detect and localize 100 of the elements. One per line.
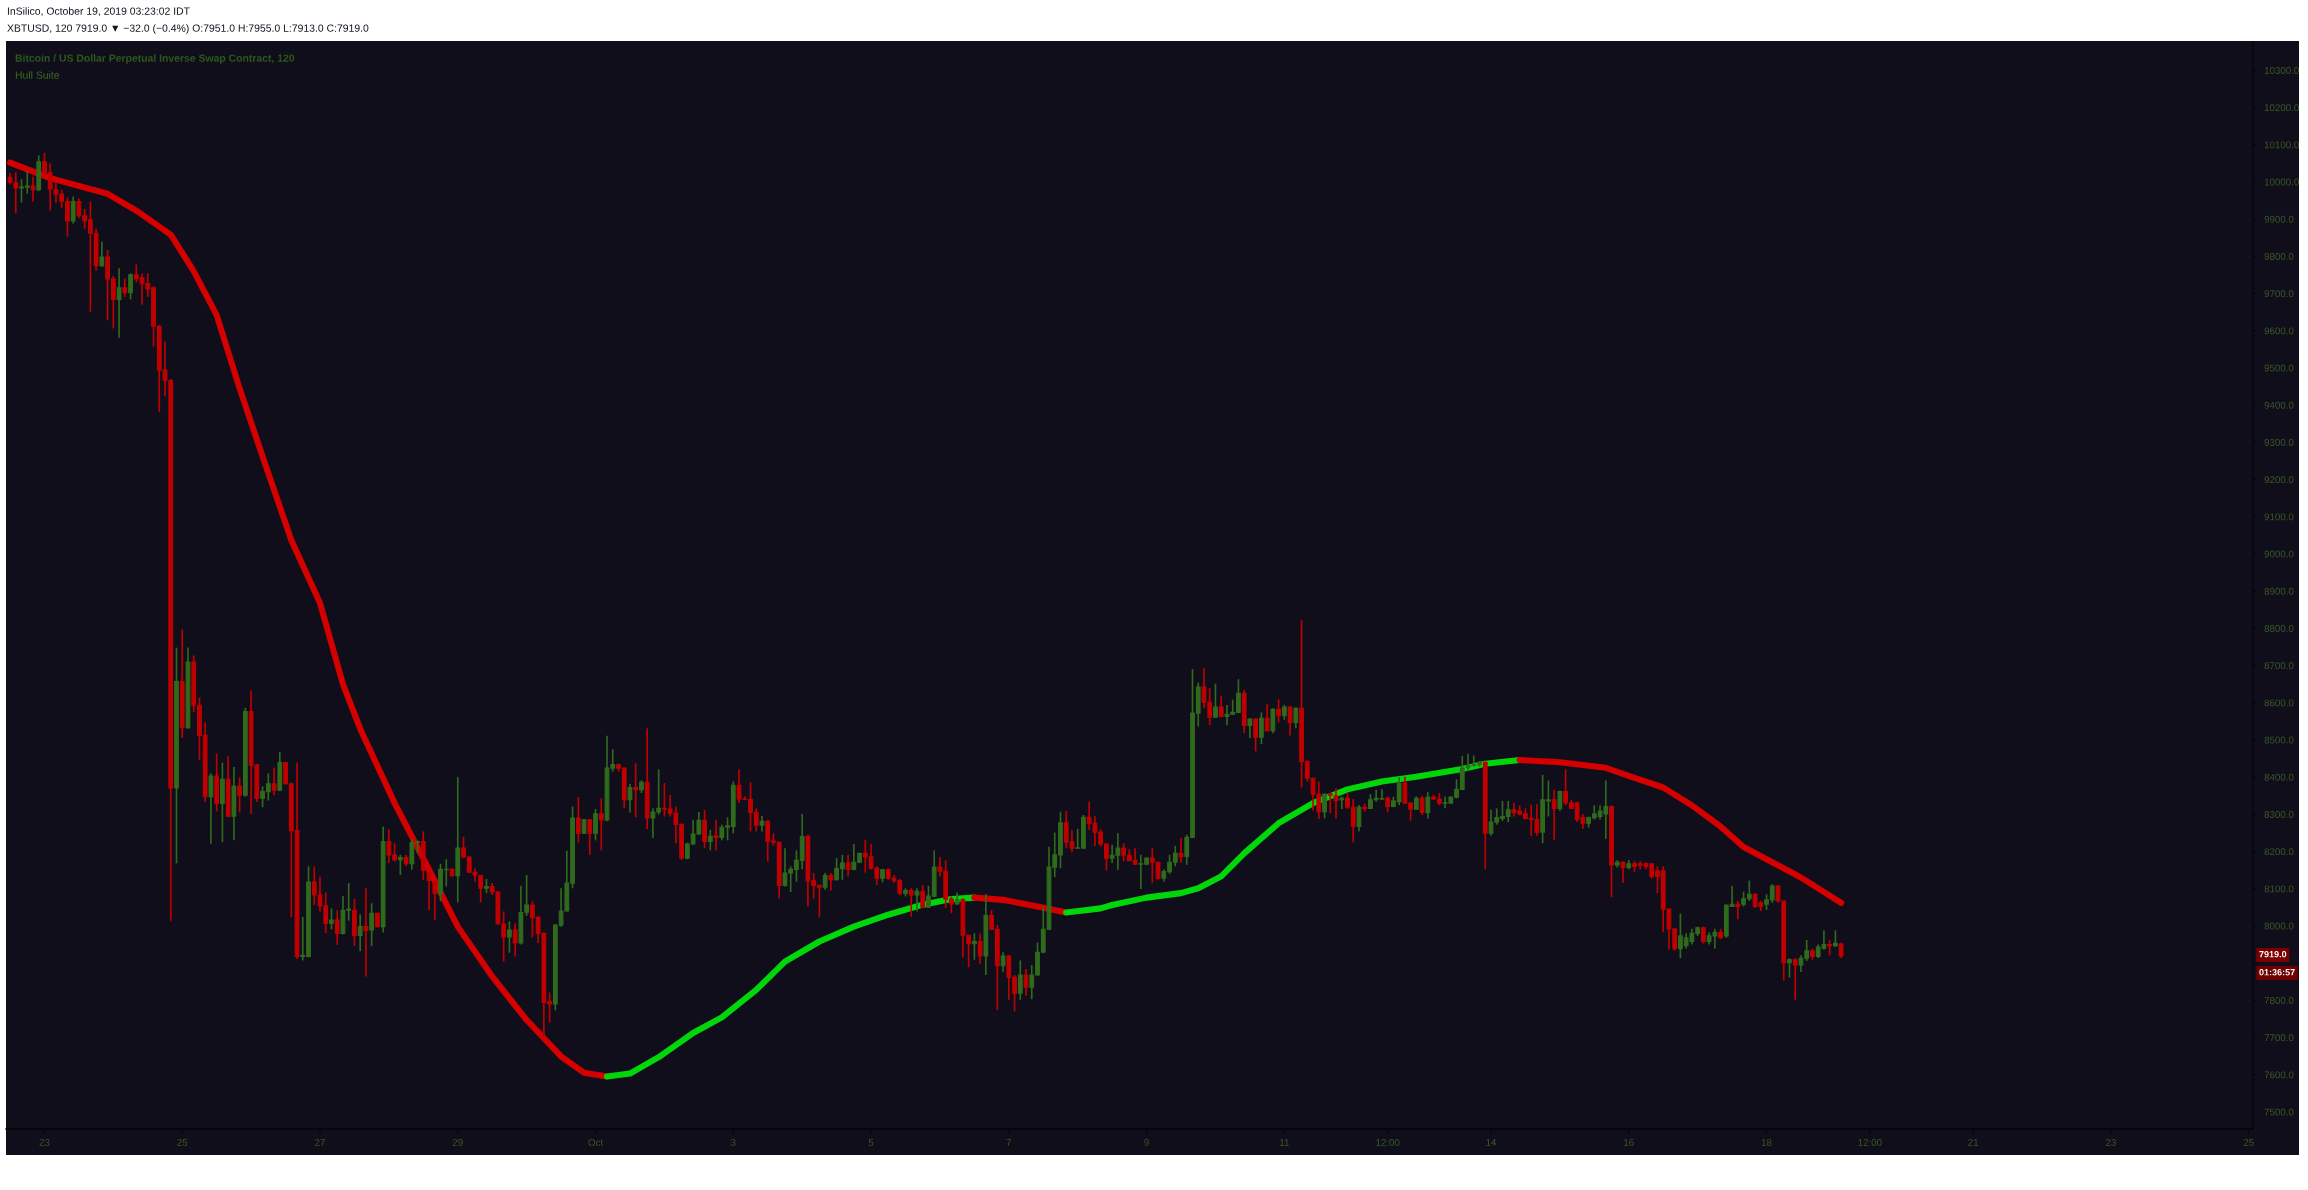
text: XBTUSD, 120 7919.0 ▼ −32.0 (−0.4%) O:7951.0 H:7955.0 L:7913.0 C:7919.0	[7, 24, 369, 34]
x-tick-label: 12:00	[1858, 1138, 1882, 1146]
candlestick	[426, 870, 432, 911]
y-tick-label: 7600.0	[2264, 1071, 2294, 1079]
candlestick	[1264, 703, 1270, 733]
candlestick	[707, 829, 713, 852]
text: 7919.0	[2259, 951, 2287, 958]
candlestick	[1322, 792, 1327, 820]
candlestick	[1620, 860, 1626, 884]
candlestick	[587, 818, 593, 856]
text: 01:36:57	[2259, 969, 2295, 976]
candlestick	[914, 887, 920, 913]
candlestick	[1247, 717, 1253, 739]
candlestick	[633, 762, 639, 819]
y-tick-label: 8800.0	[2264, 625, 2294, 632]
x-tick-label: 29	[452, 1138, 463, 1146]
candlestick	[369, 902, 375, 947]
y-tick-label: 8600.0	[2264, 699, 2294, 707]
y-tick-label: 8300.0	[2264, 811, 2294, 818]
y-tick-label: 9900.0	[2264, 215, 2294, 223]
candlestick	[593, 808, 598, 842]
y-tick-label: 9000.0	[2264, 550, 2294, 558]
candlestick	[1178, 837, 1184, 864]
annotation: Hull Suite	[15, 71, 60, 79]
x-tick-label: 23	[39, 1138, 50, 1146]
candlestick	[357, 913, 363, 953]
y-tick-label: 10000.0	[2264, 178, 2299, 186]
y-tick-label: 8000.0	[2264, 922, 2294, 930]
candlestick	[1792, 957, 1798, 1001]
candlestick	[208, 772, 214, 845]
x-tick-label: 11	[1280, 1139, 1289, 1146]
candlestick	[70, 195, 76, 225]
x-tick-label: 27	[315, 1138, 325, 1146]
y-tick-label: 9700.0	[2264, 290, 2294, 298]
candlestick	[128, 272, 133, 301]
candlestick	[977, 932, 983, 965]
candlestick	[828, 872, 834, 892]
y-tick-label: 8100.0	[2264, 885, 2294, 893]
candlestick	[575, 796, 581, 844]
candlestick	[271, 766, 277, 797]
y-tick-label: 9300.0	[2264, 439, 2294, 446]
candlestick	[329, 907, 334, 931]
x-tick-label: Oct	[588, 1138, 604, 1146]
candlestick	[627, 782, 633, 814]
y-tick-label: 9600.0	[2264, 327, 2294, 335]
candlestick	[99, 240, 105, 268]
y-tick-label: 7800.0	[2264, 997, 2294, 1004]
y-tick-label: 9400.0	[2264, 401, 2294, 409]
candlestick	[1270, 707, 1276, 735]
candlestick	[432, 880, 438, 921]
candlestick	[30, 175, 36, 203]
candlestick	[702, 808, 707, 849]
candlestick	[1213, 682, 1218, 719]
text: InSilico, October 19, 2019 03:23:02 IDT	[7, 7, 190, 17]
candlestick	[1276, 698, 1281, 724]
candlestick	[845, 853, 851, 878]
candlestick	[1287, 705, 1293, 737]
y-tick-label: 8200.0	[2264, 848, 2294, 856]
candlestick	[713, 819, 719, 852]
candlestick	[1339, 795, 1345, 810]
candlestick	[512, 922, 518, 958]
x-tick-label: 21	[1968, 1138, 1979, 1146]
candlestick	[1419, 794, 1425, 816]
candlestick	[116, 267, 122, 339]
x-tick-label: 18	[1761, 1138, 1772, 1146]
candlestick	[363, 887, 369, 978]
candlestick	[397, 853, 403, 876]
y-tick-label: 8700.0	[2264, 662, 2294, 670]
candlestick	[908, 887, 914, 918]
candlestick	[1362, 803, 1368, 813]
x-tick-label: 25	[177, 1138, 188, 1146]
y-tick-label: 9200.0	[2264, 476, 2294, 484]
x-tick-label: 23	[2106, 1138, 2116, 1146]
y-tick-label: 8400.0	[2264, 773, 2294, 781]
candlestick	[1017, 959, 1023, 1001]
candlestick	[237, 776, 243, 814]
candlestick	[971, 932, 977, 961]
candlestick	[334, 909, 340, 946]
candlestick	[1425, 791, 1431, 820]
x-tick-label: 12:00	[1376, 1138, 1400, 1146]
candlestick	[1258, 711, 1264, 745]
x-tick-label: 5	[868, 1139, 874, 1146]
y-tick-label: 7700.0	[2264, 1034, 2294, 1042]
y-tick-label: 9100.0	[2264, 513, 2294, 521]
x-tick-label: 7	[1006, 1139, 1012, 1146]
candlestick	[1023, 968, 1029, 997]
y-tick-label: 8500.0	[2264, 736, 2294, 744]
x-tick-label: 16	[1624, 1138, 1634, 1146]
y-tick-label: 7500.0	[2264, 1108, 2294, 1116]
candlestick	[1735, 900, 1741, 921]
candlestick	[507, 920, 512, 954]
candlestick	[122, 277, 128, 298]
x-tick-label: 9	[1144, 1138, 1149, 1146]
candlestick	[1787, 957, 1792, 979]
y-tick-label: 10300.0	[2264, 67, 2299, 74]
y-tick-label: 10200.0	[2264, 104, 2299, 112]
y-tick-label: 10100.0	[2264, 141, 2299, 149]
y-tick-label: 9800.0	[2264, 253, 2294, 260]
x-tick-label: 3	[730, 1138, 736, 1146]
y-tick-label: 8900.0	[2264, 587, 2294, 595]
